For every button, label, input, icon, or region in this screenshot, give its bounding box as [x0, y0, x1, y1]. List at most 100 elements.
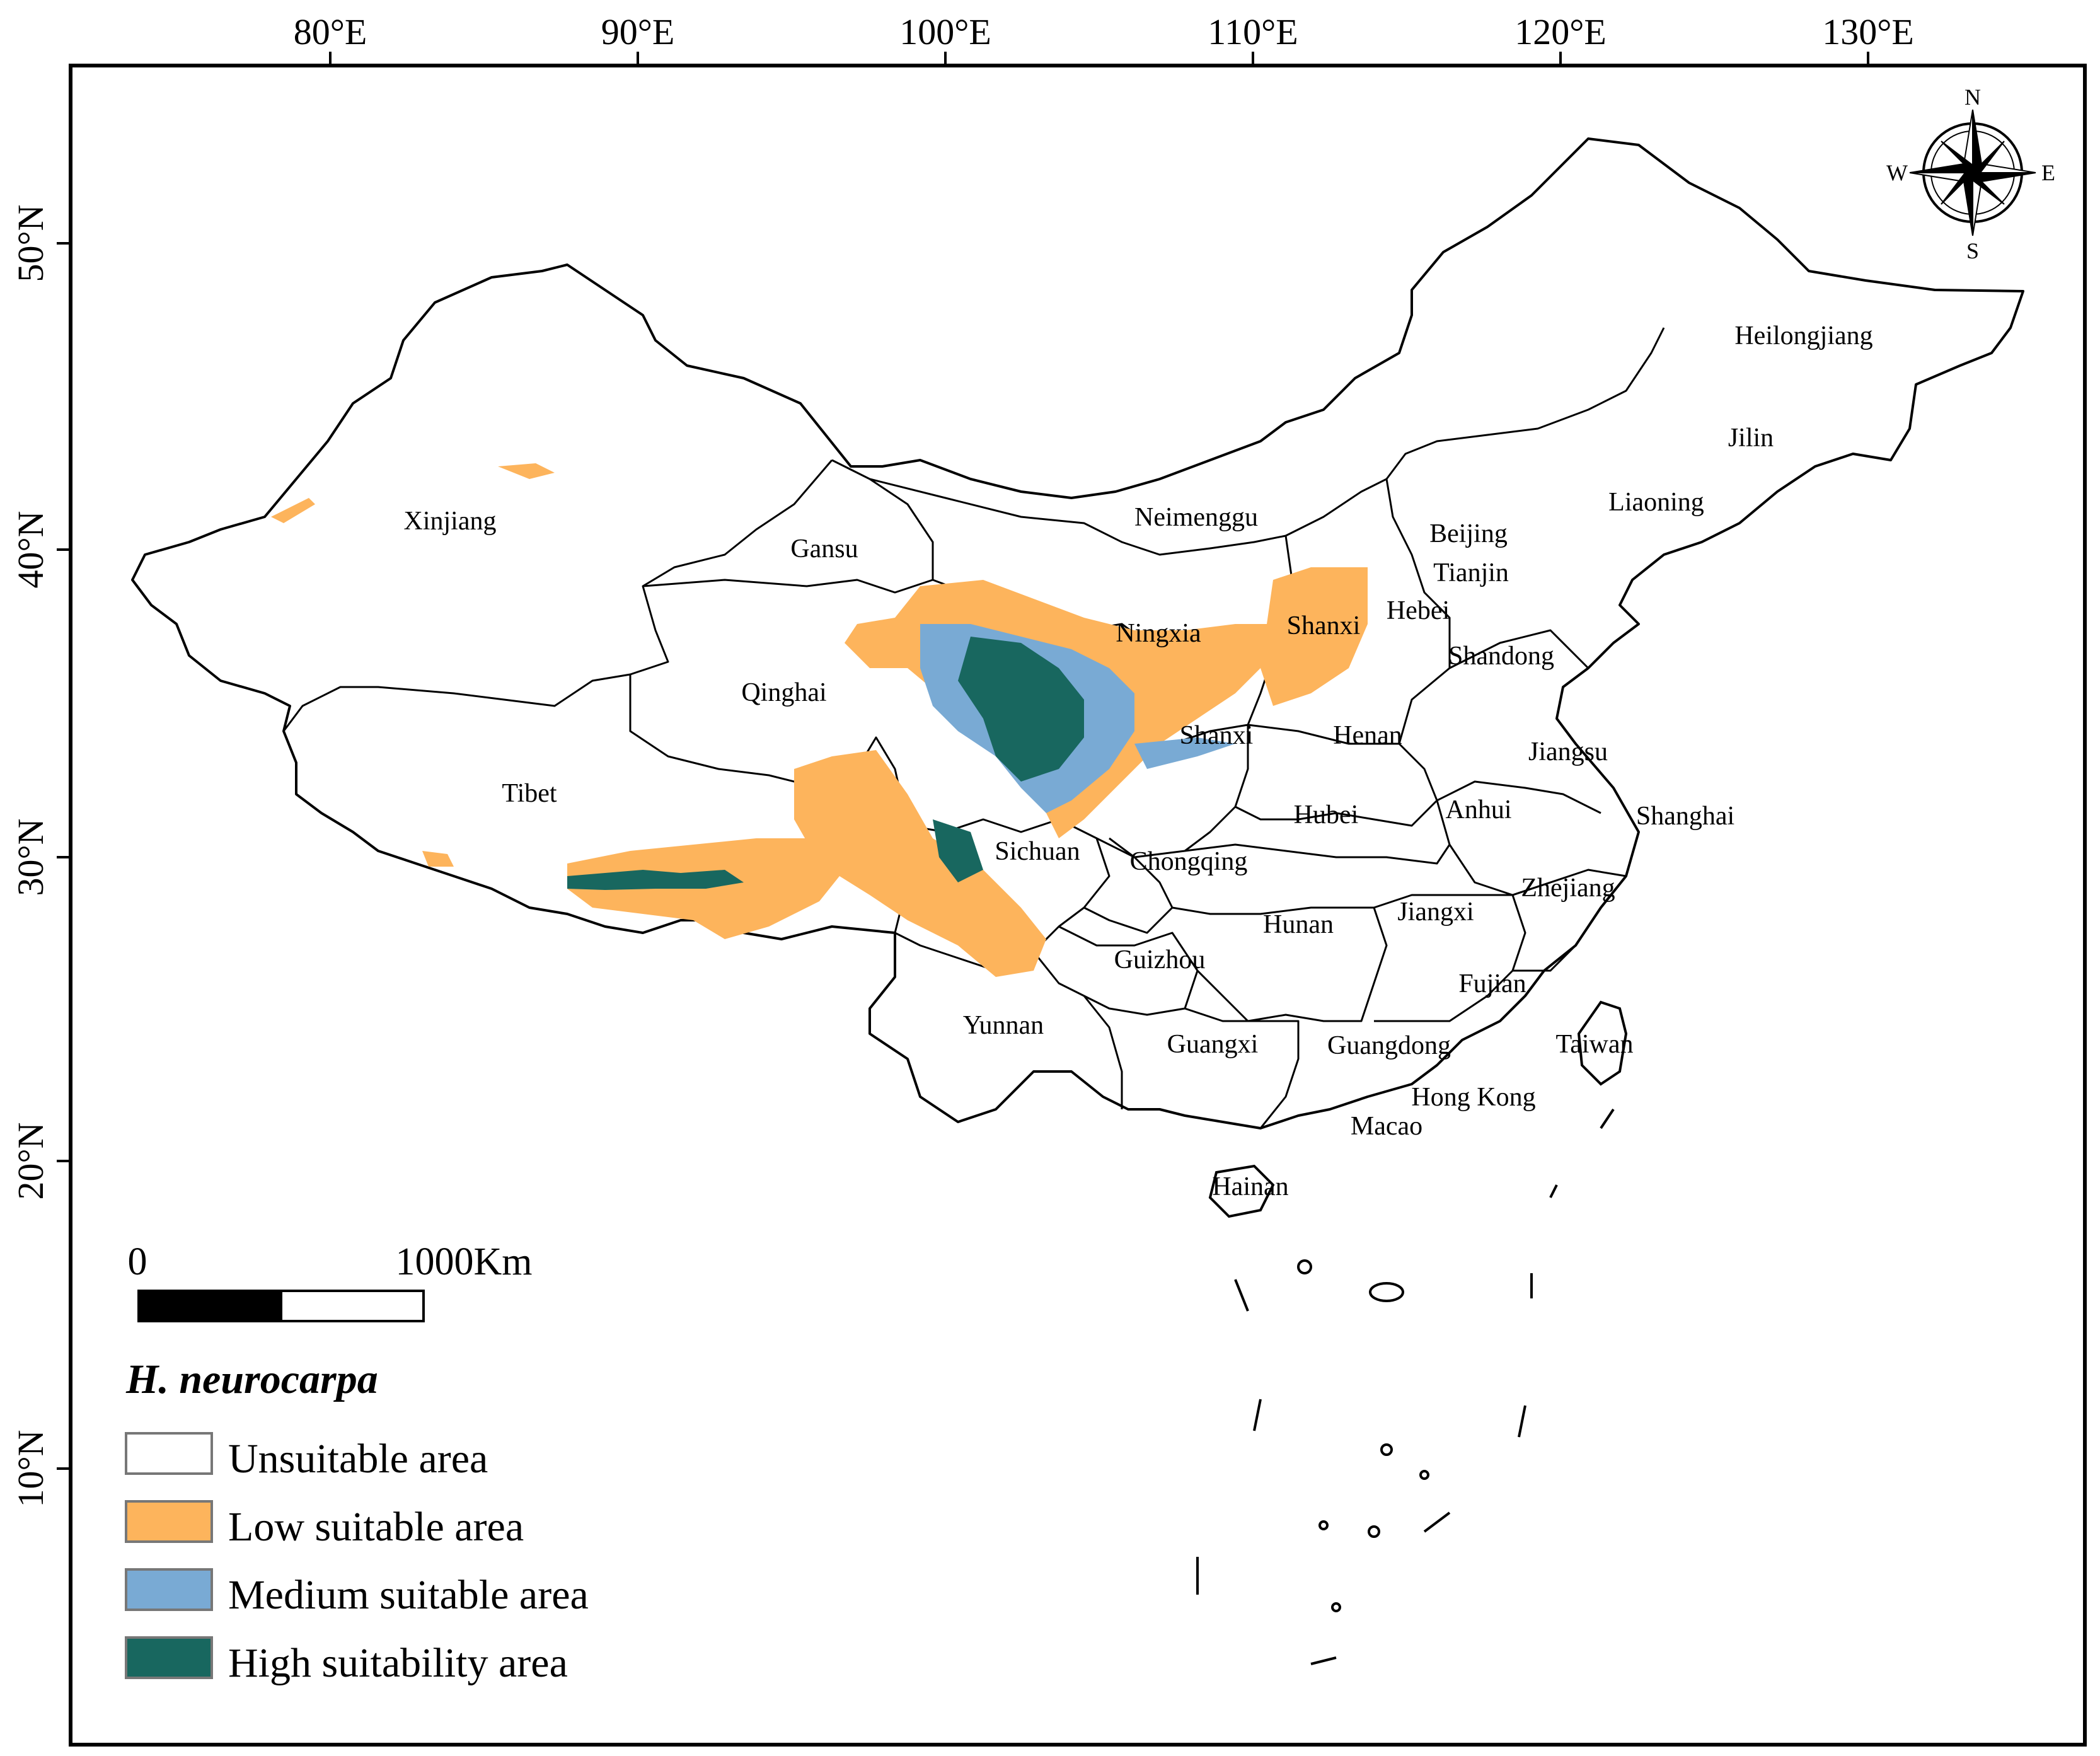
legend-label-high: High suitability area	[228, 1640, 568, 1686]
island-spratly-2	[1368, 1525, 1380, 1538]
province-label: Tianjin	[1433, 558, 1509, 587]
province-label: Henan	[1333, 721, 1402, 750]
compass-s: S	[1966, 238, 1979, 263]
boundary-shaanxi	[1109, 724, 1249, 858]
compass-point-north	[1972, 109, 1983, 175]
scale-bar-black	[137, 1290, 282, 1322]
boundary-sichuan	[894, 818, 1111, 972]
island-paracel	[1297, 1259, 1312, 1274]
province-label: Beijing	[1429, 519, 1508, 548]
province-label: Heilongjiang	[1734, 321, 1872, 350]
low-patch-tibet-west	[422, 851, 454, 867]
province-label: Hainan	[1212, 1172, 1288, 1201]
lon-label-120e: 120°E	[1514, 11, 1607, 52]
legend-title: H. neurocarpa	[125, 1356, 378, 1402]
latitude-ticks	[57, 242, 71, 1470]
boundary-guangxi-guangdong	[1184, 1007, 1300, 1129]
province-label: Sichuan	[995, 837, 1080, 866]
longitude-labels: 80°E 90°E 100°E 110°E 120°E 130°E	[294, 11, 1914, 52]
island-spratly-5	[1331, 1602, 1341, 1612]
lat-label-40n: 40°N	[10, 511, 51, 588]
suitability-layer	[271, 463, 1368, 977]
boundary-fujian	[1513, 944, 1577, 972]
boundary-qinghai-gansu	[642, 579, 933, 594]
province-label: Ningxia	[1116, 619, 1201, 648]
province-label: Shanxi	[1287, 611, 1361, 640]
low-patch-xinjiang	[498, 463, 555, 479]
scale-end-label: 1000Km	[396, 1240, 533, 1283]
province-label: Hong Kong	[1411, 1083, 1535, 1112]
province-label: Zhejiang	[1521, 874, 1615, 903]
lon-label-80e: 80°E	[294, 11, 367, 52]
boundary-shandong	[1398, 629, 1589, 744]
legend: H. neurocarpa Unsuitable area Low suitab…	[125, 1356, 589, 1686]
scale-start-label: 0	[128, 1240, 147, 1283]
legend-label-medium: Medium suitable area	[228, 1572, 589, 1618]
province-label: Guizhou	[1114, 945, 1206, 974]
compass-point-sw	[1941, 172, 1975, 205]
province-label: Chongqing	[1130, 847, 1248, 876]
boundary-yunnan-guangxi	[1083, 995, 1123, 1109]
boundary-hubei	[1184, 843, 1451, 865]
province-label: Guangdong	[1327, 1031, 1451, 1060]
high-patch-sichuan	[933, 819, 983, 882]
high-suitability-patches	[567, 637, 1084, 890]
legend-swatch-high	[125, 1636, 213, 1679]
compass-star	[1909, 109, 2036, 236]
province-label: Liaoning	[1608, 488, 1704, 517]
boundary-neimenggu	[869, 327, 1665, 556]
province-label: Jiangsu	[1528, 737, 1608, 766]
compass-point-nw	[1941, 141, 1973, 175]
boundary-hebei-north	[1385, 478, 1451, 668]
island-spratly-4	[1419, 1470, 1429, 1480]
boundary-jiangxi	[1373, 894, 1526, 1022]
legend-swatch-unsuitable	[125, 1432, 213, 1475]
compass-point-ne	[1971, 141, 2005, 173]
high-patch-core	[958, 637, 1084, 782]
province-label: Hunan	[1263, 910, 1334, 939]
low-patch-sichuan	[794, 750, 1046, 977]
province-label: Shanghai	[1636, 802, 1734, 831]
province-label: Jiangxi	[1397, 898, 1474, 927]
legend-swatch-medium	[125, 1568, 213, 1611]
province-label: Hebei	[1387, 596, 1450, 625]
scale-bar-white	[280, 1290, 425, 1322]
lat-label-50n: 50°N	[10, 204, 51, 282]
compass-rose: N S E W	[1886, 84, 2055, 263]
south-china-sea-islands	[1196, 1108, 1615, 1665]
province-label: Macao	[1351, 1112, 1422, 1141]
province-label: Taiwan	[1555, 1030, 1633, 1059]
lon-label-90e: 90°E	[601, 11, 675, 52]
province-label: Qinghai	[741, 678, 826, 707]
map-frame	[69, 64, 2087, 1747]
legend-swatch-low	[125, 1500, 213, 1543]
low-patch-shanxi	[1261, 567, 1368, 706]
boundary-henan	[1235, 724, 1438, 827]
province-label: Xinjiang	[404, 507, 497, 536]
latitude-labels: 50°N 40°N 30°N 20°N 10°N	[10, 204, 51, 1507]
province-label: Anhui	[1446, 795, 1512, 824]
scale-bar: 0 1000Km	[128, 1240, 533, 1322]
province-label: Neimenggu	[1134, 503, 1258, 532]
province-label: Fujian	[1458, 969, 1526, 998]
lon-label-110e: 110°E	[1208, 11, 1298, 52]
lon-label-130e: 130°E	[1822, 11, 1914, 52]
compass-point-south	[1963, 171, 1973, 236]
island-macclesfield	[1369, 1282, 1404, 1302]
province-label: Guangxi	[1167, 1030, 1259, 1059]
compass-point-se	[1972, 171, 2005, 205]
longitude-ticks	[329, 52, 1869, 66]
lat-label-10n: 10°N	[10, 1430, 51, 1507]
province-label: Hubei	[1294, 800, 1359, 829]
compass-n: N	[1964, 84, 1981, 110]
legend-label-unsuitable: Unsuitable area	[228, 1436, 488, 1482]
lon-label-100e: 100°E	[899, 11, 991, 52]
hainan-outline	[1208, 1164, 1275, 1218]
compass-point-east	[1971, 172, 2036, 183]
high-patch-tibet	[567, 870, 744, 890]
medium-patch-east	[1134, 737, 1235, 769]
lat-label-20n: 20°N	[10, 1122, 51, 1199]
compass-e: E	[2041, 160, 2055, 185]
province-label: Yunnan	[963, 1011, 1044, 1040]
